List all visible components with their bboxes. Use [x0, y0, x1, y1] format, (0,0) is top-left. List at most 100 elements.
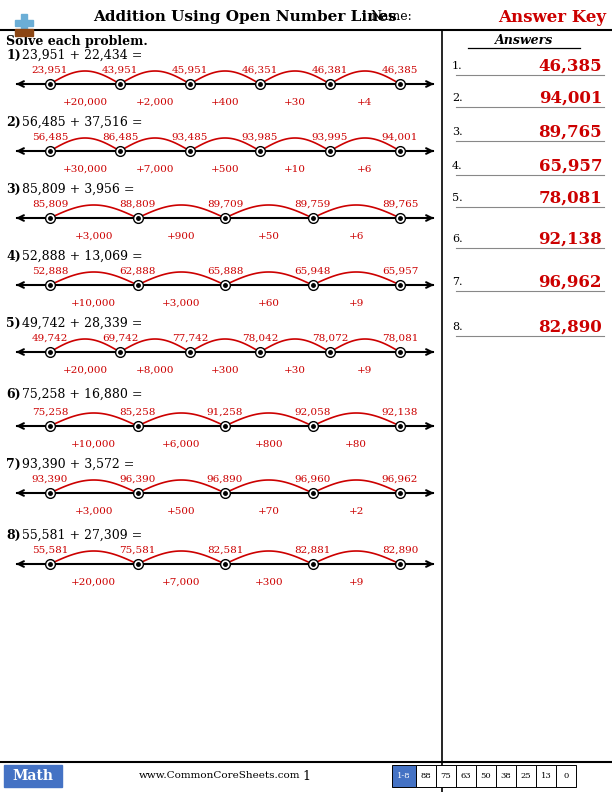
Bar	[496, 765, 516, 787]
Text: 89,709: 89,709	[207, 200, 243, 209]
Text: 55,581: 55,581	[32, 546, 68, 555]
Text: 92,058: 92,058	[294, 408, 330, 417]
Text: 92,138: 92,138	[382, 408, 418, 417]
Text: 85,809 + 3,956 =: 85,809 + 3,956 =	[22, 182, 135, 196]
Text: +500: +500	[167, 507, 196, 516]
Text: +400: +400	[211, 98, 239, 107]
Text: 88: 88	[420, 772, 431, 780]
Text: 69,742: 69,742	[102, 334, 138, 343]
Text: 85,258: 85,258	[119, 408, 155, 417]
Text: 0: 0	[564, 772, 569, 780]
Text: +6: +6	[349, 232, 364, 241]
Text: 78,081: 78,081	[538, 189, 602, 207]
Text: +2: +2	[349, 507, 364, 516]
Text: +900: +900	[167, 232, 196, 241]
Text: 43,951: 43,951	[102, 66, 138, 75]
Text: +9: +9	[349, 299, 364, 308]
Bar	[21, 14, 27, 30]
Text: 78,072: 78,072	[312, 334, 348, 343]
Text: 3): 3)	[6, 182, 21, 196]
Text: +3,000: +3,000	[75, 507, 113, 516]
Text: 49,742: 49,742	[32, 334, 68, 343]
Text: 94,001: 94,001	[539, 89, 602, 106]
Bar	[15, 29, 33, 36]
Text: 77,742: 77,742	[172, 334, 208, 343]
Text: 4): 4)	[6, 249, 21, 262]
Text: 23,951 + 22,434 =: 23,951 + 22,434 =	[22, 48, 143, 62]
Text: 1.: 1.	[452, 61, 463, 71]
Text: +10: +10	[284, 165, 306, 174]
Text: 96,890: 96,890	[207, 475, 243, 484]
Text: 6): 6)	[6, 387, 21, 401]
Text: 8.: 8.	[452, 322, 463, 332]
Text: +3,000: +3,000	[75, 232, 113, 241]
Text: 5): 5)	[6, 317, 21, 329]
Bar	[556, 765, 576, 787]
Text: 93,995: 93,995	[312, 133, 348, 142]
Text: +4: +4	[357, 98, 373, 107]
Text: 13: 13	[540, 772, 551, 780]
Text: +30: +30	[284, 366, 306, 375]
Text: 5.: 5.	[452, 193, 463, 203]
Text: +8,000: +8,000	[136, 366, 174, 375]
Text: 96,960: 96,960	[294, 475, 330, 484]
Text: 52,888 + 13,069 =: 52,888 + 13,069 =	[22, 249, 143, 262]
Bar	[516, 765, 536, 787]
Text: 93,390 + 3,572 =: 93,390 + 3,572 =	[22, 458, 135, 470]
Text: 55,581 + 27,309 =: 55,581 + 27,309 =	[22, 528, 142, 542]
Text: Answer Key: Answer Key	[498, 9, 606, 25]
Text: +6: +6	[357, 165, 373, 174]
Text: 63: 63	[461, 772, 471, 780]
Text: 75: 75	[441, 772, 452, 780]
Text: 86,485: 86,485	[102, 133, 138, 142]
Bar	[15, 20, 33, 26]
Text: 93,485: 93,485	[172, 133, 208, 142]
Text: +10,000: +10,000	[71, 440, 116, 449]
Text: Solve each problem.: Solve each problem.	[6, 35, 147, 48]
Text: +80: +80	[345, 440, 367, 449]
Text: 96,962: 96,962	[382, 475, 418, 484]
Text: +300: +300	[255, 578, 283, 587]
Text: +60: +60	[258, 299, 280, 308]
Text: +9: +9	[349, 578, 364, 587]
Text: 94,001: 94,001	[382, 133, 418, 142]
Text: 92,138: 92,138	[538, 230, 602, 247]
Text: +2,000: +2,000	[136, 98, 174, 107]
Text: +7,000: +7,000	[162, 578, 201, 587]
Bar	[536, 765, 556, 787]
Text: 78,042: 78,042	[242, 334, 278, 343]
Bar	[416, 765, 436, 787]
Text: 89,759: 89,759	[294, 200, 330, 209]
Text: 78,081: 78,081	[382, 334, 418, 343]
Text: 56,485: 56,485	[32, 133, 68, 142]
Text: 89,765: 89,765	[382, 200, 418, 209]
Text: +800: +800	[255, 440, 283, 449]
Text: 65,888: 65,888	[207, 267, 243, 276]
Text: +50: +50	[258, 232, 280, 241]
Text: +20,000: +20,000	[71, 578, 116, 587]
Text: 46,351: 46,351	[242, 66, 278, 75]
Text: +20,000: +20,000	[62, 366, 108, 375]
Text: 46,385: 46,385	[382, 66, 418, 75]
Text: Math: Math	[12, 769, 53, 783]
Text: 4.: 4.	[452, 161, 463, 171]
Text: 82,581: 82,581	[207, 546, 243, 555]
Text: +20,000: +20,000	[62, 98, 108, 107]
Text: 38: 38	[501, 772, 512, 780]
Text: 96,390: 96,390	[119, 475, 155, 484]
Text: +7,000: +7,000	[136, 165, 174, 174]
Bar	[392, 765, 416, 787]
Text: 96,962: 96,962	[539, 273, 602, 291]
Text: 62,888: 62,888	[119, 267, 155, 276]
Text: 75,581: 75,581	[119, 546, 155, 555]
Text: 50: 50	[480, 772, 491, 780]
Text: 3.: 3.	[452, 127, 463, 137]
Text: 2.: 2.	[452, 93, 463, 103]
Text: 89,765: 89,765	[539, 124, 602, 140]
Text: 93,985: 93,985	[242, 133, 278, 142]
Text: 75,258: 75,258	[32, 408, 68, 417]
Text: 1): 1)	[6, 48, 21, 62]
Bar	[436, 765, 456, 787]
Text: 82,881: 82,881	[294, 546, 330, 555]
Text: 46,385: 46,385	[539, 58, 602, 74]
